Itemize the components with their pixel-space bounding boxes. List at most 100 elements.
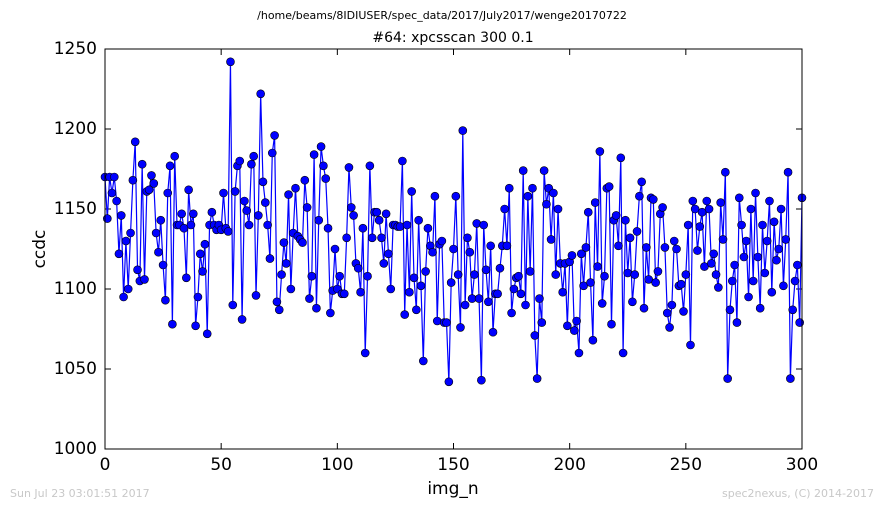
- data-point: [732, 318, 742, 327]
- data-point: [384, 249, 393, 259]
- data-point: [493, 289, 502, 299]
- data-point: [535, 294, 544, 303]
- data-point: [421, 267, 430, 276]
- data-point: [597, 299, 607, 308]
- data-point: [298, 238, 307, 247]
- data-point: [463, 233, 472, 243]
- data-point: [158, 260, 168, 270]
- data-point: [182, 273, 191, 283]
- data-point: [711, 270, 721, 279]
- data-point: [423, 223, 433, 233]
- data-point: [240, 196, 249, 206]
- data-point: [128, 175, 138, 185]
- data-point: [398, 156, 407, 166]
- data-point: [477, 375, 486, 385]
- data-point: [704, 204, 714, 214]
- y-tick-label: 1100: [54, 279, 97, 299]
- data-point: [191, 321, 200, 331]
- data-point: [741, 236, 751, 246]
- data-point: [277, 270, 286, 279]
- data-point: [714, 283, 723, 292]
- data-point: [530, 331, 540, 340]
- data-point: [353, 263, 363, 273]
- data-point: [590, 198, 600, 207]
- data-point: [449, 244, 458, 254]
- data-point: [725, 305, 735, 315]
- data-point: [484, 297, 493, 307]
- x-tick-label: 300: [786, 455, 818, 475]
- y-tick-label: 1050: [54, 359, 97, 379]
- data-point: [453, 270, 463, 279]
- data-point: [786, 374, 795, 383]
- data-point: [628, 297, 637, 307]
- data-point: [744, 292, 753, 302]
- data-point: [144, 185, 154, 195]
- data-point: [774, 244, 784, 254]
- data-point: [130, 137, 140, 147]
- data-point: [625, 233, 635, 243]
- data-point: [563, 321, 572, 331]
- data-point: [200, 239, 210, 249]
- data-point: [193, 292, 203, 302]
- data-point: [326, 308, 335, 318]
- footer-date: Sun Jul 23 03:01:51 2017: [10, 487, 150, 500]
- data-point: [444, 377, 454, 387]
- chart-title: #64: xpcsscan 300 0.1: [372, 30, 533, 46]
- data-point: [542, 199, 551, 209]
- data-point: [307, 271, 317, 281]
- data-point: [291, 183, 300, 193]
- data-point: [660, 243, 670, 252]
- data-point: [254, 211, 263, 220]
- data-point: [263, 220, 272, 230]
- data-point: [681, 270, 691, 279]
- x-tick-label: 200: [553, 455, 585, 475]
- data-point: [570, 326, 579, 335]
- data-point: [614, 241, 623, 251]
- data-point: [539, 166, 549, 175]
- x-tick-label: 150: [437, 455, 469, 475]
- data-point: [340, 289, 349, 299]
- data-point: [588, 335, 598, 345]
- footer-credit: spec2nexus, (C) 2014-2017: [722, 487, 874, 500]
- data-point: [688, 196, 698, 206]
- data-point: [458, 126, 468, 135]
- data-point: [265, 254, 275, 263]
- data-point: [365, 161, 375, 171]
- data-point: [114, 249, 124, 259]
- data-point: [586, 278, 595, 287]
- data-point: [121, 236, 131, 246]
- data-point: [228, 300, 238, 310]
- data-point: [251, 291, 261, 300]
- data-point: [321, 174, 331, 183]
- data-point: [170, 151, 179, 161]
- data-point: [611, 211, 621, 220]
- data-point: [762, 236, 772, 246]
- file-path: /home/beams/8IDIUSER/spec_data/2017/July…: [257, 9, 627, 22]
- data-point: [137, 159, 147, 169]
- data-point: [532, 374, 542, 383]
- y-tick-label: 1200: [54, 119, 97, 139]
- data-point: [593, 262, 602, 271]
- data-point: [644, 275, 653, 284]
- data-point: [360, 348, 370, 358]
- data-point: [154, 247, 163, 257]
- data-point: [161, 295, 170, 305]
- data-point: [537, 318, 547, 327]
- data-point: [635, 191, 644, 201]
- data-point: [261, 198, 270, 207]
- data-point: [739, 252, 749, 262]
- data-point: [781, 235, 791, 244]
- data-point: [718, 235, 728, 244]
- data-point: [630, 270, 640, 279]
- data-point: [267, 148, 277, 158]
- data-point: [748, 276, 758, 286]
- data-point: [195, 249, 205, 259]
- data-point: [168, 319, 177, 329]
- data-point: [758, 220, 767, 230]
- data-point: [226, 57, 235, 67]
- data-point: [177, 209, 186, 219]
- data-point: [523, 191, 533, 201]
- data-point: [379, 259, 389, 268]
- data-point: [244, 220, 254, 230]
